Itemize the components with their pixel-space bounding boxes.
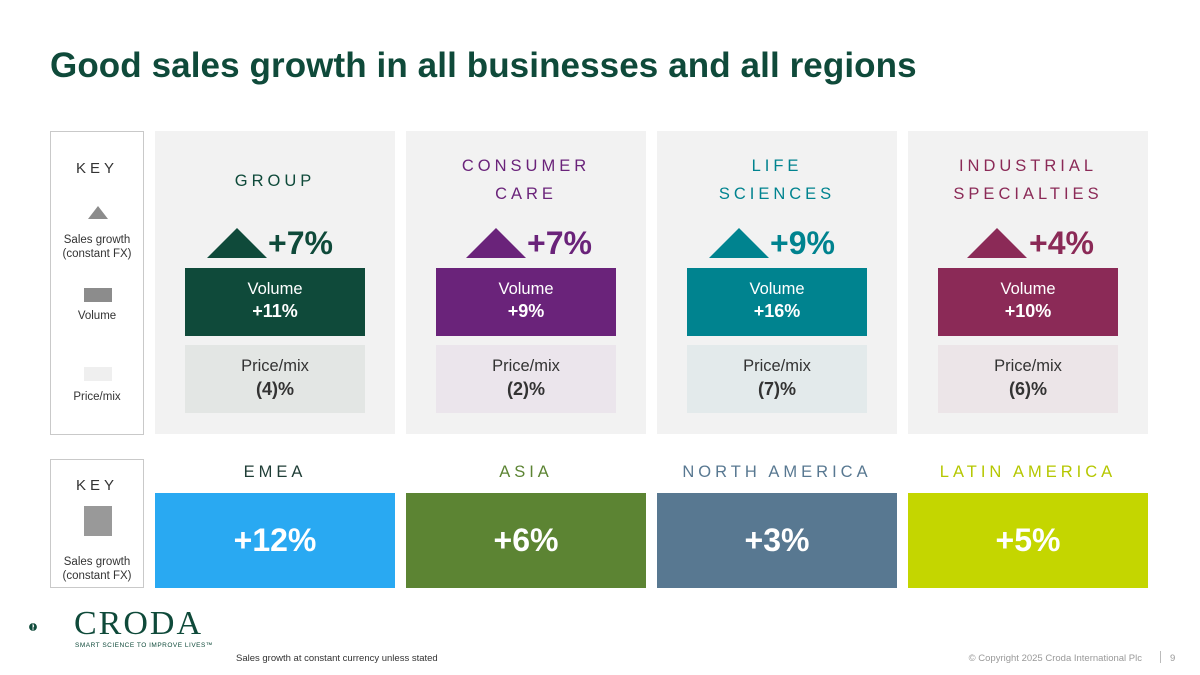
volume-key-label: Volume [77, 310, 117, 322]
volume-value: +11% [252, 301, 298, 321]
volume-value: +16% [753, 301, 801, 321]
croda-logo-mark-icon [29, 623, 37, 631]
logo-tagline: SMART SCIENCE TO IMPROVE LIVES™ [75, 642, 213, 649]
volume-value: +9% [507, 301, 545, 321]
sales-growth-key-label: Sales growth (constant FX) [62, 234, 132, 260]
sales-growth-up-triangle-icon [207, 228, 267, 258]
volume-label: Volume [749, 280, 805, 298]
business-name: LIFE [751, 157, 803, 175]
volume-label: Volume [1000, 280, 1056, 298]
price-mix-box: Price/mix (2)% [436, 345, 616, 413]
sales-growth-key-square-icon [84, 506, 112, 536]
price-mix-value: (6)% [1008, 379, 1047, 399]
copyright: © Copyright 2025 Croda International Plc [968, 653, 1142, 664]
business-key: KEY Sales growth (constant FX) Volume Pr… [50, 131, 144, 435]
region-growth-latin-america: +5% [908, 493, 1148, 588]
region-name-asia: ASIA [499, 463, 553, 481]
volume-label: Volume [247, 280, 303, 298]
sales-growth-up-triangle-icon [466, 228, 526, 258]
region-name-emea: EMEA [243, 463, 307, 481]
sales-growth: +7% [406, 225, 646, 265]
sales-growth-key-label: Sales growth (constant FX) [62, 556, 132, 582]
sales-growth-value: +4% [1029, 225, 1094, 261]
volume-box: Volume +16% [687, 268, 867, 336]
region-key: KEY Sales growth (constant FX) [50, 459, 144, 588]
region-growth-north-america: +3% [657, 493, 897, 588]
key-title: KEY [75, 160, 118, 177]
sales-growth-value: +7% [527, 225, 592, 261]
business-name: CONSUMER [461, 157, 591, 175]
business-name: INDUSTRIAL [958, 157, 1098, 175]
volume-box: Volume +9% [436, 268, 616, 336]
volume-label: Volume [498, 280, 554, 298]
price-mix-box: Price/mix (7)% [687, 345, 867, 413]
business-name-line2: SCIENCES [718, 185, 836, 203]
page-title: Good sales growth in all businesses and … [50, 46, 917, 85]
sales-growth: +9% [657, 225, 897, 265]
volume-value: +10% [1004, 301, 1052, 321]
price-mix-label: Price/mix [492, 357, 560, 375]
sales-growth-up-triangle-icon [709, 228, 769, 258]
sales-growth-key-triangle-icon [88, 206, 108, 219]
price-mix-box: Price/mix (4)% [185, 345, 365, 413]
sales-growth-value: +9% [770, 225, 835, 261]
logo-wordmark: CRODA [74, 605, 204, 642]
region-name-latin-america: LATIN AMERICA [939, 463, 1117, 481]
volume-box: Volume +10% [938, 268, 1118, 336]
sales-growth: +7% [155, 225, 395, 265]
price-mix-value: (4)% [255, 379, 294, 399]
region-growth-asia: +6% [406, 493, 646, 588]
price-mix-label: Price/mix [241, 357, 309, 375]
price-mix-box: Price/mix (6)% [938, 345, 1118, 413]
sales-growth-up-triangle-icon [967, 228, 1027, 258]
footnote: Sales growth at constant currency unless… [236, 653, 438, 664]
sales-growth-value: +7% [268, 225, 333, 261]
region-growth-emea: +12% [155, 493, 395, 588]
region-name-north-america: NORTH AMERICA [682, 463, 872, 481]
key-title: KEY [75, 477, 118, 494]
price-mix-value: (7)% [757, 379, 796, 399]
price-mix-key-swatch-icon [84, 367, 112, 381]
business-name: GROUP [234, 172, 316, 190]
price-mix-label: Price/mix [743, 357, 811, 375]
price-mix-key-label: Price/mix [73, 391, 121, 403]
price-mix-label: Price/mix [994, 357, 1062, 375]
volume-key-swatch-icon [84, 288, 112, 302]
business-panel-group: GROUP +7% Volume +11% Price/mix (4)% [155, 131, 395, 434]
business-name-line2: SPECIALTIES [953, 185, 1103, 203]
business-panel-industrial-specialties: INDUSTRIAL SPECIALTIES +4% Volume +10% P… [908, 131, 1148, 434]
price-mix-value: (2)% [506, 379, 545, 399]
sales-growth: +4% [908, 225, 1148, 265]
business-name-line2: CARE [495, 185, 557, 203]
business-panel-life-sciences: LIFE SCIENCES +9% Volume +16% Price/mix … [657, 131, 897, 434]
page-number: 9 [1170, 653, 1176, 664]
business-panel-consumer-care: CONSUMER CARE +7% Volume +9% Price/mix (… [406, 131, 646, 434]
volume-box: Volume +11% [185, 268, 365, 336]
footer-divider [1160, 651, 1161, 663]
